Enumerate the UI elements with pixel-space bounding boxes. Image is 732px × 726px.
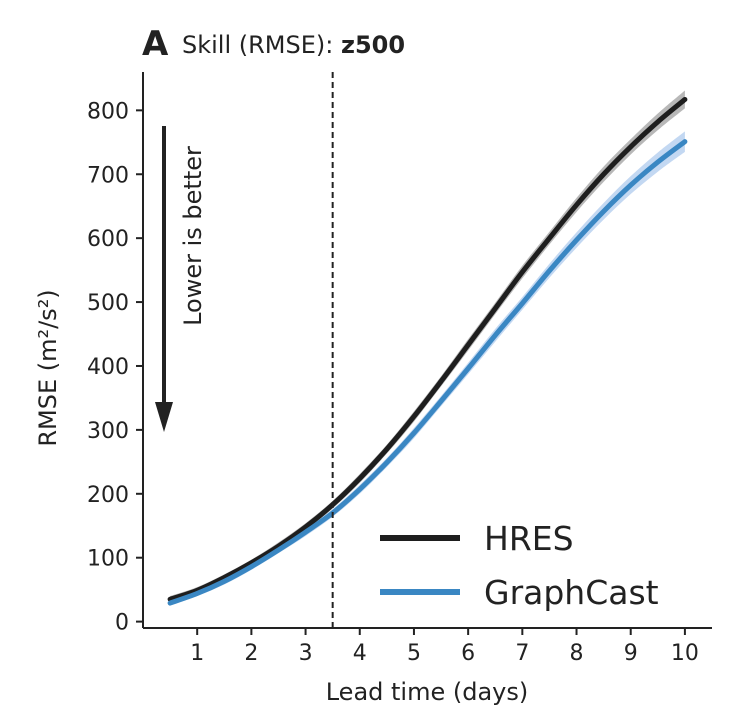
x-tick-label: 5 (407, 641, 421, 666)
x-tick-label: 8 (570, 641, 584, 666)
x-tick-label: 3 (299, 641, 313, 666)
y-ticks: 0 100 200 300 400 500 600 700 800 (87, 99, 143, 636)
y-tick-label: 200 (87, 483, 129, 508)
title-variable: z500 (341, 31, 405, 59)
y-tick-label: 400 (87, 355, 129, 380)
y-tick-label: 100 (87, 547, 129, 572)
y-tick-label: 0 (115, 611, 129, 636)
series-lines (167, 96, 688, 606)
chart-title: A Skill (RMSE): z500 (142, 24, 405, 64)
x-tick-label: 4 (353, 641, 367, 666)
x-ticks: 1 2 3 4 5 6 7 8 9 10 (190, 628, 699, 666)
y-axis-label: RMSE (m²/s²) (34, 289, 62, 446)
title-line: Skill (RMSE): z500 (182, 31, 405, 59)
legend: HRES GraphCast (380, 519, 659, 612)
better-annotation: Lower is better (155, 126, 207, 432)
legend-label-hres: HRES (484, 519, 574, 558)
y-tick-label: 300 (87, 419, 129, 444)
hres-line (167, 96, 688, 602)
legend-label-graphcast: GraphCast (484, 573, 659, 612)
graphcast-band (170, 131, 685, 606)
x-tick-label: 6 (461, 641, 475, 666)
x-tick-label: 1 (190, 641, 204, 666)
x-axis-label: Lead time (days) (326, 678, 529, 706)
y-tick-label: 800 (87, 99, 129, 124)
y-tick-label: 600 (87, 227, 129, 252)
x-tick-label: 10 (671, 641, 699, 666)
x-tick-label: 9 (624, 641, 638, 666)
y-tick-label: 700 (87, 163, 129, 188)
annotation-label: Lower is better (179, 146, 207, 326)
x-tick-label: 7 (515, 641, 529, 666)
y-tick-label: 500 (87, 291, 129, 316)
graphcast-line (167, 139, 688, 606)
panel-letter: A (142, 24, 169, 64)
x-tick-label: 2 (244, 641, 258, 666)
down-arrow-icon (155, 402, 173, 432)
title-prefix: Skill (RMSE): (182, 31, 341, 59)
axes (142, 72, 712, 629)
